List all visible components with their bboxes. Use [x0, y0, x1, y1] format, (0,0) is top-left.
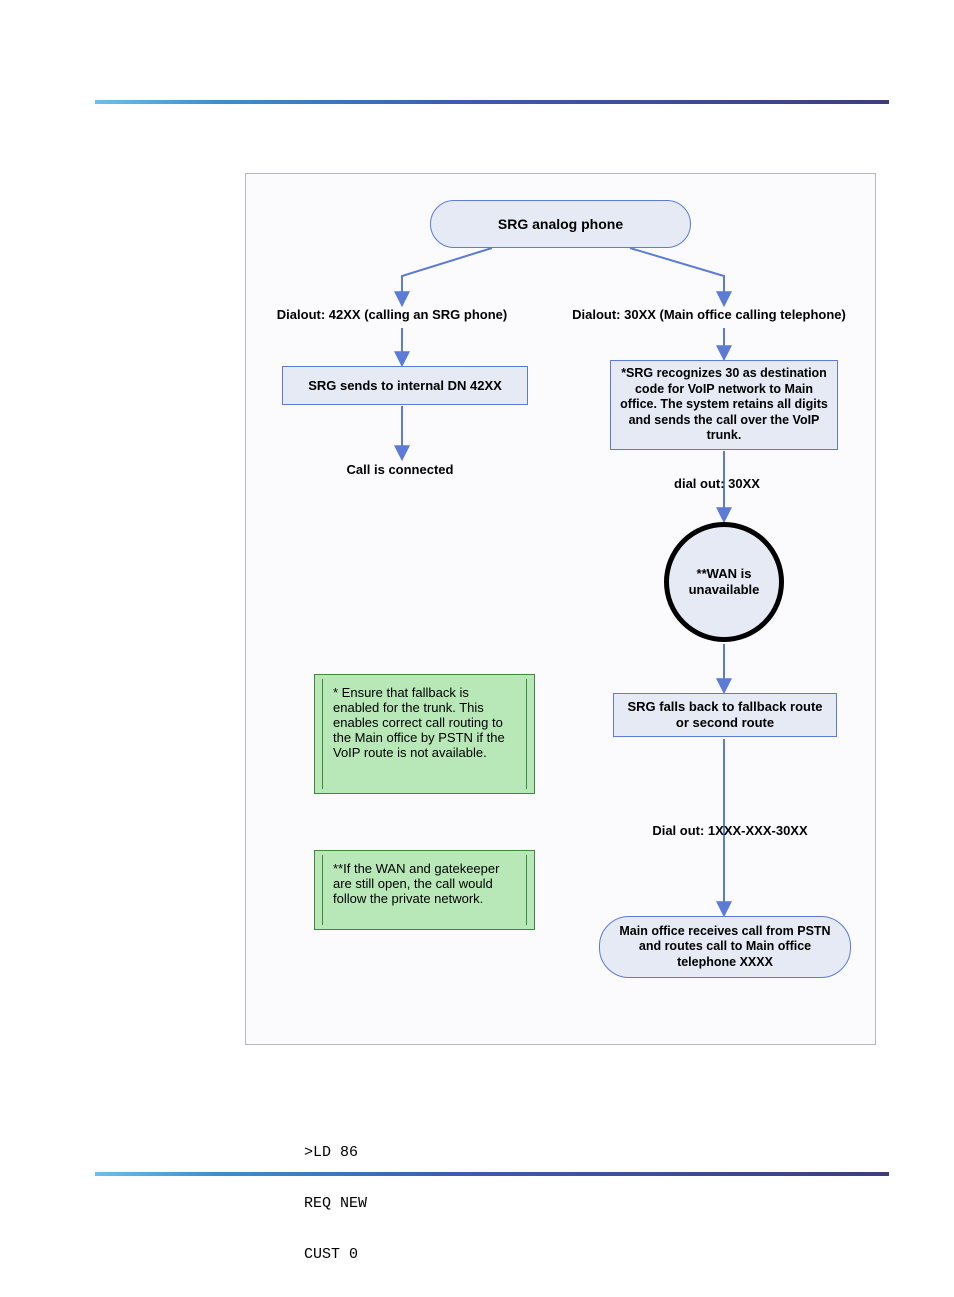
label-dialout-30xx-text: dial out: 30XX [674, 476, 760, 491]
node-main-office-receive-text: Main office receives call from PSTN and … [618, 924, 832, 971]
node-fallback-route: SRG falls back to fallback route or seco… [613, 693, 837, 737]
note-wan-info-text: **If the WAN and gatekeeper are still op… [333, 861, 499, 906]
code-line: >LD 86 [304, 1144, 367, 1161]
label-dialout-left-text: Dialout: 42XX (calling an SRG phone) [277, 307, 507, 322]
node-srg-internal: SRG sends to internal DN 42XX [282, 366, 528, 405]
note-wan-info: **If the WAN and gatekeeper are still op… [314, 850, 535, 930]
label-call-connected: Call is connected [315, 462, 485, 477]
note-fallback-info-text: * Ensure that fallback is enabled for th… [333, 685, 505, 760]
label-dialout-pstn: Dial out: 1XXX-XXX-30XX [620, 823, 840, 838]
node-srg-internal-text: SRG sends to internal DN 42XX [308, 378, 502, 393]
node-main-office-receive: Main office receives call from PSTN and … [599, 916, 851, 978]
code-line: REQ NEW [304, 1195, 367, 1212]
label-dialout-right: Dialout: 30XX (Main office calling telep… [546, 307, 872, 322]
top-rule-divider [95, 100, 889, 104]
node-fallback-route-text: SRG falls back to fallback route or seco… [622, 699, 828, 732]
label-dialout-left: Dialout: 42XX (calling an SRG phone) [261, 307, 523, 322]
label-dialout-pstn-text: Dial out: 1XXX-XXX-30XX [652, 823, 807, 838]
label-dialout-right-text: Dialout: 30XX (Main office calling telep… [572, 307, 846, 322]
node-wan-unavailable: **WAN is unavailable [664, 522, 784, 642]
bottom-rule-divider [95, 1172, 889, 1176]
node-wan-unavailable-text: **WAN is unavailable [679, 566, 769, 597]
label-dialout-30xx: dial out: 30XX [642, 476, 792, 491]
document-page: SRG analog phone Dialout: 42XX (calling … [0, 0, 954, 1272]
note-fallback-info: * Ensure that fallback is enabled for th… [314, 674, 535, 794]
code-block: >LD 86 REQ NEW CUST 0 [304, 1110, 367, 1297]
label-call-connected-text: Call is connected [347, 462, 454, 477]
flowchart-diagram: SRG analog phone Dialout: 42XX (calling … [245, 173, 876, 1045]
node-srg-voip: *SRG recognizes 30 as destination code f… [610, 360, 838, 450]
node-srg-voip-text: *SRG recognizes 30 as destination code f… [619, 366, 829, 444]
code-line: CUST 0 [304, 1246, 367, 1263]
node-start-text: SRG analog phone [498, 216, 623, 232]
node-start: SRG analog phone [430, 200, 691, 248]
